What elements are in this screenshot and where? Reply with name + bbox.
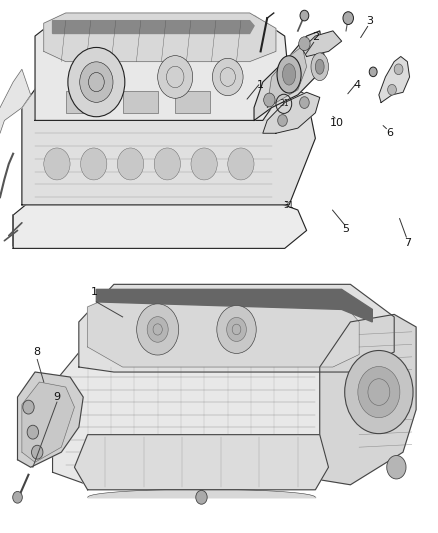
Circle shape	[387, 456, 406, 479]
Polygon shape	[379, 56, 410, 102]
Polygon shape	[74, 435, 328, 490]
Bar	[66, 92, 101, 113]
Circle shape	[227, 318, 246, 342]
Polygon shape	[320, 314, 416, 485]
Text: 5: 5	[343, 224, 350, 234]
Text: 31: 31	[284, 201, 294, 209]
Circle shape	[191, 148, 217, 180]
Circle shape	[23, 400, 34, 414]
Circle shape	[137, 304, 179, 355]
Circle shape	[117, 148, 144, 180]
Circle shape	[278, 115, 287, 126]
Bar	[123, 92, 158, 113]
Text: 4: 4	[353, 80, 360, 90]
Circle shape	[388, 84, 396, 95]
Polygon shape	[263, 92, 320, 133]
Circle shape	[80, 62, 113, 102]
Circle shape	[217, 305, 256, 353]
Text: 7: 7	[404, 238, 411, 247]
Circle shape	[196, 490, 207, 504]
Circle shape	[158, 55, 193, 98]
Polygon shape	[35, 15, 289, 120]
Polygon shape	[13, 197, 307, 248]
Polygon shape	[44, 13, 276, 62]
Text: 9: 9	[53, 392, 60, 402]
Circle shape	[369, 67, 377, 77]
Text: 6: 6	[386, 128, 393, 138]
Ellipse shape	[283, 64, 296, 85]
Circle shape	[358, 367, 400, 418]
Circle shape	[394, 64, 403, 75]
Circle shape	[299, 37, 310, 51]
Circle shape	[343, 12, 353, 25]
Circle shape	[300, 96, 309, 108]
Polygon shape	[53, 342, 342, 485]
Circle shape	[27, 425, 39, 439]
Text: 2: 2	[312, 33, 319, 42]
Text: 8: 8	[34, 347, 41, 357]
Polygon shape	[302, 31, 342, 56]
Circle shape	[68, 47, 125, 117]
Polygon shape	[22, 382, 74, 462]
Circle shape	[154, 148, 180, 180]
Text: 10: 10	[330, 118, 344, 127]
Polygon shape	[0, 69, 31, 133]
Polygon shape	[22, 77, 315, 205]
Circle shape	[264, 93, 275, 107]
Circle shape	[81, 148, 107, 180]
Circle shape	[13, 491, 22, 503]
Bar	[175, 92, 210, 113]
Polygon shape	[254, 31, 324, 120]
Circle shape	[300, 10, 309, 21]
Circle shape	[228, 148, 254, 180]
Polygon shape	[18, 372, 83, 467]
Text: 31: 31	[279, 99, 289, 108]
Circle shape	[32, 445, 43, 459]
Ellipse shape	[315, 59, 324, 74]
Circle shape	[345, 351, 413, 434]
Circle shape	[147, 317, 168, 342]
Polygon shape	[53, 21, 254, 34]
Text: 3: 3	[367, 17, 374, 26]
Polygon shape	[79, 285, 394, 372]
Polygon shape	[96, 289, 372, 322]
Ellipse shape	[311, 53, 328, 80]
Polygon shape	[88, 292, 359, 367]
Text: 1: 1	[257, 80, 264, 90]
Ellipse shape	[277, 56, 301, 93]
Polygon shape	[267, 46, 307, 108]
Circle shape	[44, 148, 70, 180]
Text: 1: 1	[91, 287, 98, 297]
Circle shape	[212, 58, 243, 95]
